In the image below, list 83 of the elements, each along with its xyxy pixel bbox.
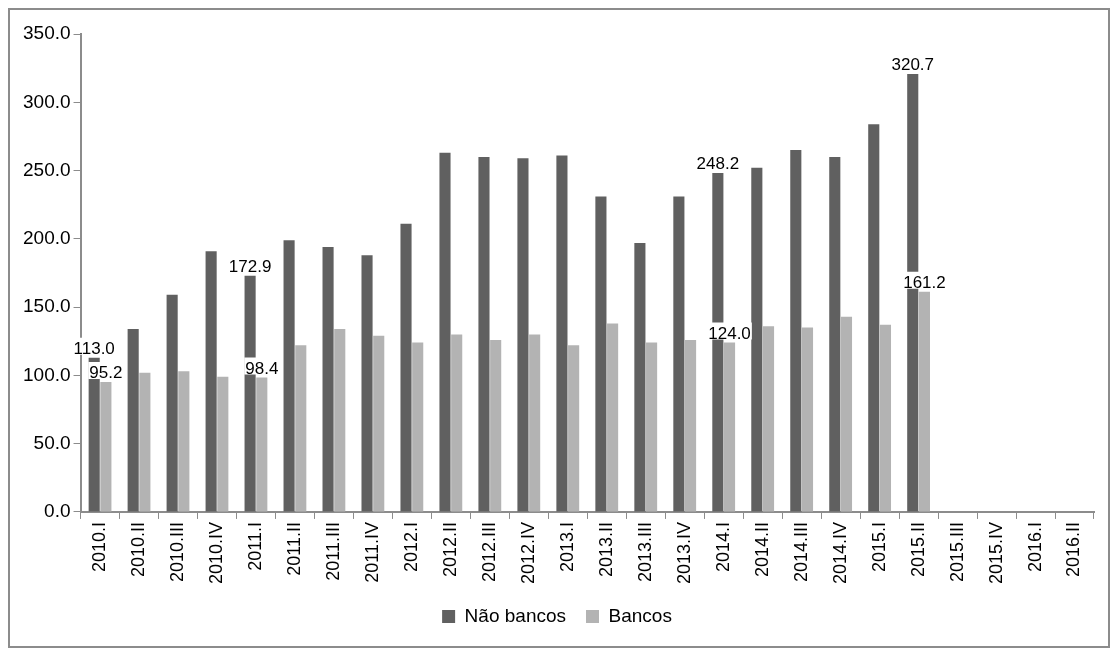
bar — [361, 255, 373, 512]
y-tick-label: 50.0 — [33, 431, 71, 453]
bar — [529, 334, 541, 512]
bar — [217, 376, 229, 512]
x-tick-label: 2015.I — [868, 521, 889, 572]
bar — [801, 327, 814, 512]
bar — [840, 316, 853, 512]
bar — [373, 335, 385, 512]
data-label: 161.2 — [903, 272, 946, 292]
bar — [322, 247, 334, 512]
data-label: 172.9 — [228, 256, 272, 276]
bar — [829, 156, 841, 512]
y-tick-label: 300.0 — [23, 90, 71, 112]
data-label: 320.7 — [891, 55, 935, 75]
bar — [490, 339, 502, 512]
bar — [256, 377, 268, 512]
bar — [295, 345, 307, 512]
data-label: 124.0 — [708, 323, 751, 343]
legend-label: Não bancos — [464, 604, 567, 626]
x-tick-label: 2012.III — [478, 521, 499, 582]
x-tick-label: 2011.III — [322, 521, 343, 581]
bar — [439, 152, 451, 512]
x-tick-label: 2010.II — [127, 521, 148, 577]
bar — [127, 328, 139, 512]
bar — [139, 372, 151, 512]
x-tick-label: 2013.I — [556, 521, 577, 572]
x-tick-label: 2012.II — [439, 521, 460, 577]
data-label: 248.2 — [696, 154, 740, 174]
x-tick-label: 2013.III — [634, 521, 655, 582]
bar — [283, 240, 295, 512]
bar — [918, 291, 930, 512]
bar — [634, 242, 646, 512]
y-tick-label: 250.0 — [23, 158, 71, 180]
legend-label: Bancos — [608, 604, 672, 626]
y-tick-label: 100.0 — [23, 363, 71, 385]
bar — [412, 342, 424, 512]
x-tick-label: 2014.II — [751, 521, 772, 577]
x-tick-label: 2013.II — [595, 521, 616, 577]
x-tick-label: 2015.IV — [985, 521, 1006, 585]
x-tick-label: 2014.IV — [829, 521, 850, 585]
bar — [646, 342, 658, 512]
x-tick-label: 2010.III — [166, 521, 187, 582]
bar — [879, 324, 892, 512]
bar — [607, 323, 619, 512]
x-tick-label: 2011.IV — [361, 521, 382, 583]
x-tick-label: 2011.I — [244, 521, 265, 571]
bar — [595, 196, 607, 512]
x-tick-label: 2016.II — [1063, 521, 1084, 577]
x-tick-label: 2010.I — [89, 521, 109, 572]
bar — [568, 345, 580, 512]
data-label: 98.4 — [245, 358, 279, 378]
bar — [166, 294, 178, 512]
bar — [517, 158, 529, 512]
x-tick-label: 2014.III — [790, 521, 811, 582]
data-label: 113.0 — [73, 338, 115, 358]
x-tick-label: 2012.IV — [517, 521, 538, 585]
bar — [762, 326, 775, 512]
bar — [685, 339, 697, 512]
y-tick-label: 350.0 — [23, 22, 71, 44]
x-tick-label: 2015.III — [946, 521, 967, 582]
bar — [400, 223, 412, 512]
bar — [178, 371, 190, 512]
x-tick-label: 2012.I — [400, 521, 421, 572]
y-tick-label: 150.0 — [23, 295, 71, 317]
x-tick-label: 2011.II — [283, 521, 304, 576]
bar — [334, 328, 346, 512]
bar — [100, 381, 112, 512]
bar — [205, 251, 217, 512]
bar — [868, 124, 880, 512]
bar — [673, 196, 685, 512]
bar — [451, 334, 463, 512]
bar — [478, 156, 490, 512]
x-tick-label: 2010.IV — [205, 521, 226, 585]
x-tick-label: 2013.IV — [673, 521, 694, 585]
bar — [790, 150, 802, 512]
data-label: 95.2 — [89, 362, 123, 382]
bar — [556, 155, 568, 512]
bar — [751, 167, 763, 512]
x-tick-label: 2015.II — [907, 521, 928, 577]
x-tick-label: 2016.I — [1024, 521, 1045, 572]
y-tick-label: 200.0 — [23, 227, 71, 249]
x-tick-label: 2014.I — [712, 521, 733, 572]
y-tick-label: 0.0 — [44, 500, 71, 522]
